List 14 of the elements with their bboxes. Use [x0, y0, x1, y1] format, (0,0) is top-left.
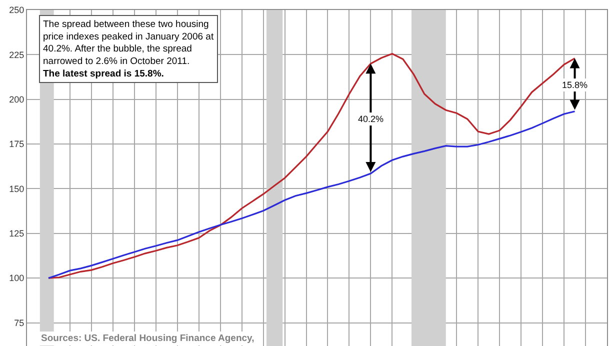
y-tick-label: 100	[9, 273, 24, 284]
y-tick-label: 175	[9, 139, 24, 150]
y-tick-label: 250	[9, 5, 24, 16]
y-tick-label: 75	[14, 318, 24, 328]
annotation: Sources: US. Federal Housing Finance Agency,	[41, 333, 254, 344]
line-series	[48, 110, 576, 279]
annotation: 40.2%	[358, 114, 384, 124]
annotation: 15.8%	[562, 80, 588, 90]
annotation: The spread between these two housing price indexes peaked in January 2006 at 40.2%. After the bubble, the spread narrowed to 2.6% in October 2011.	[43, 19, 214, 68]
y-tick-label: 225	[9, 50, 24, 60]
y-tick-label: 125	[9, 228, 24, 239]
y-tick-label: 150	[9, 184, 24, 194]
y-tick-label: 200	[9, 94, 24, 105]
annotation: The latest spread is 15.8%.	[43, 68, 164, 80]
